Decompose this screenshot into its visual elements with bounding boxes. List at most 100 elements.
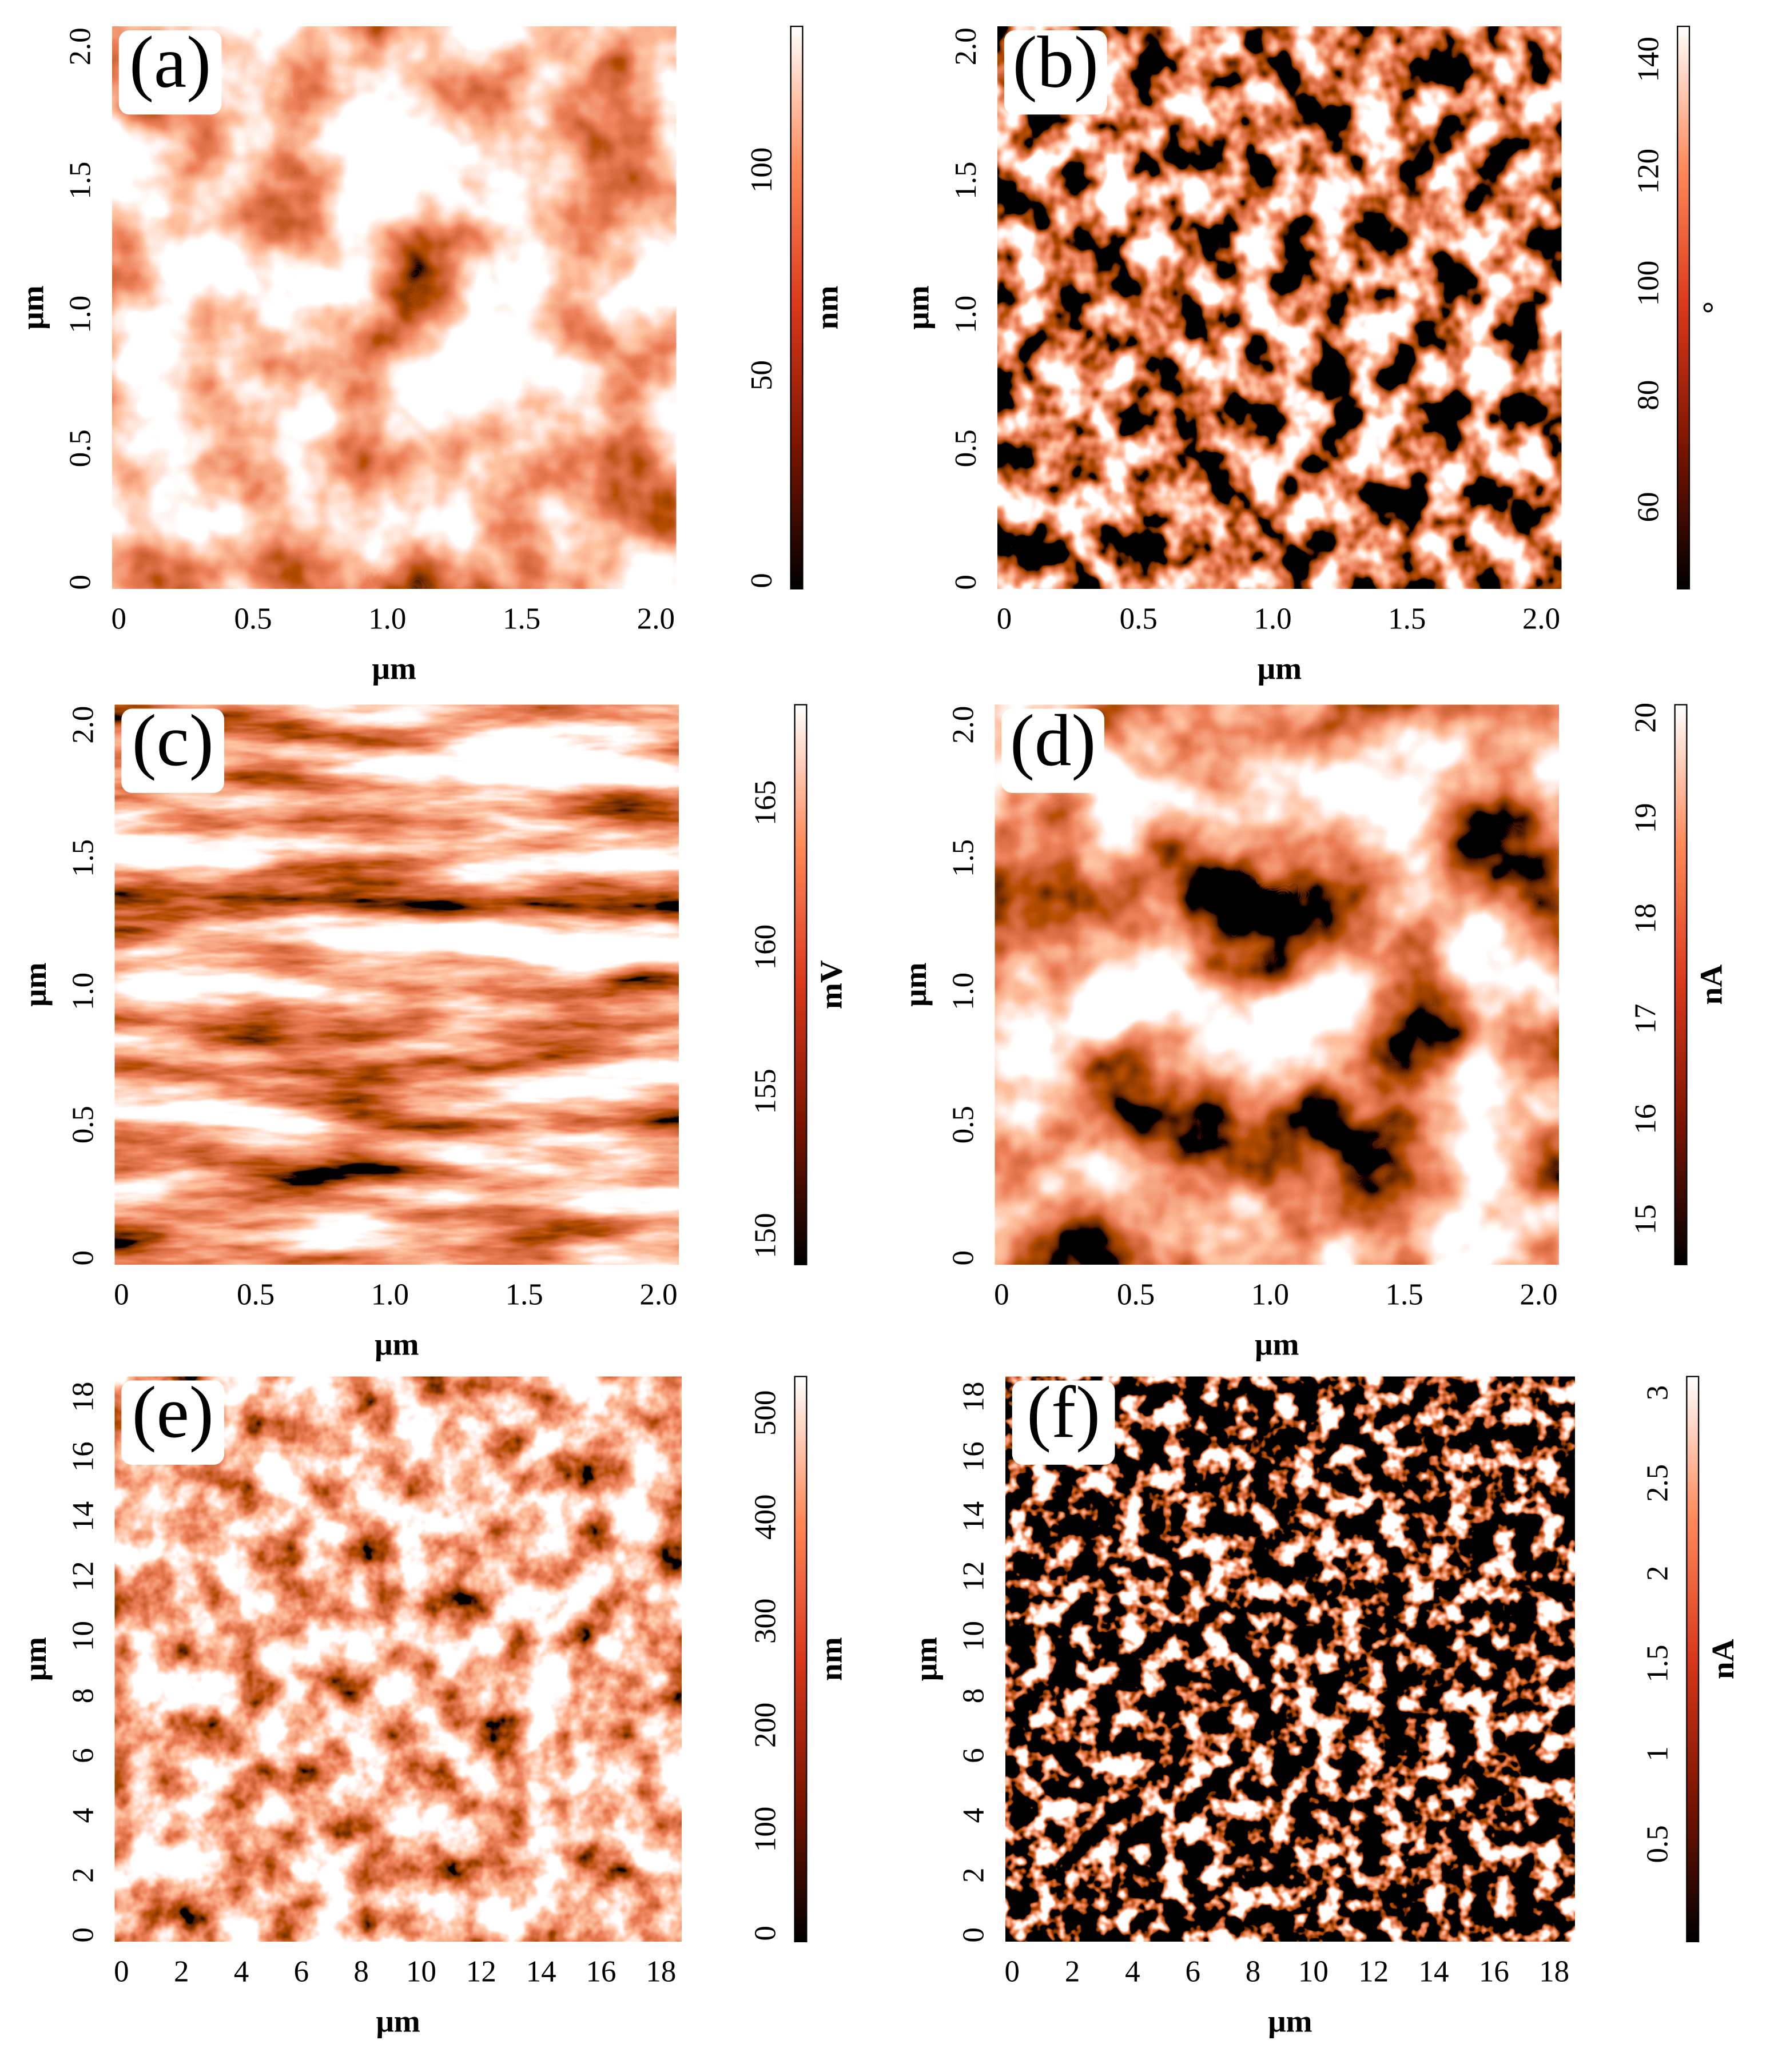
x-tick-label: 1.5 <box>1388 603 1426 636</box>
y-tick-label: 1.0 <box>64 296 97 333</box>
colorbar-tick-label: 140 <box>1632 37 1665 82</box>
colorbar-tick-label: 20 <box>1629 703 1662 733</box>
x-tick-label: 0.5 <box>234 603 272 636</box>
y-axis-label: μm <box>15 285 50 329</box>
colorbar-tick-label: 100 <box>1632 261 1665 306</box>
panel-label: (c) <box>132 699 214 781</box>
panel: (b) 0 0.5 1.0 1.5 2.0 0 0.5 1.0 1.5 2.0 μm μm 60 80 100… <box>901 21 1732 686</box>
y-tick-label: 0.5 <box>66 1106 100 1143</box>
panel-label-box <box>1004 30 1107 115</box>
colorbar-tick-label: 2 <box>1641 1566 1674 1581</box>
panel-label-box <box>121 708 225 793</box>
x-tick-label: 1.5 <box>1386 1278 1423 1311</box>
x-axis-label: μm <box>375 1327 419 1362</box>
colorbar <box>794 704 808 1265</box>
y-tick-label: 0 <box>66 1927 100 1942</box>
afm-image <box>112 26 677 589</box>
colorbar-tick-label: 17 <box>1629 1003 1662 1034</box>
panel-label-box <box>121 1380 225 1465</box>
x-tick-label: 16 <box>1479 1955 1509 1989</box>
colorbar-tick-label: 200 <box>749 1703 782 1748</box>
x-tick-label: 16 <box>586 1955 616 1989</box>
x-tick-label: 2.0 <box>637 603 675 636</box>
colorbar-label: nm <box>810 286 845 330</box>
colorbar-tick-label: 2.5 <box>1641 1464 1674 1502</box>
y-tick-label: 12 <box>957 1561 991 1591</box>
y-tick-label: 2 <box>957 1868 991 1883</box>
x-tick-label: 18 <box>646 1955 676 1989</box>
y-tick-label: 16 <box>66 1441 100 1472</box>
x-tick-label: 2 <box>174 1955 189 1989</box>
colorbar <box>1674 704 1688 1265</box>
colorbar <box>790 25 804 589</box>
panel-label-box <box>1012 1380 1115 1465</box>
y-tick-label: 6 <box>66 1748 100 1763</box>
x-axis-label: μm <box>1255 1327 1299 1362</box>
x-tick-label: 0 <box>994 1278 1009 1311</box>
colorbar-tick-label: 400 <box>749 1495 782 1540</box>
afm-image <box>114 1376 682 1942</box>
colorbar-tick-label: 500 <box>749 1390 782 1436</box>
x-tick-label: 1.5 <box>506 1278 543 1311</box>
x-tick-label: 6 <box>294 1955 309 1989</box>
panel: (f)0 2 4 6 8 10 12 14 16 18024681012141618μmμm0.5… <box>908 1371 1740 2039</box>
x-tick-label: 12 <box>466 1955 496 1989</box>
x-tick-label: 6 <box>1185 1955 1200 1989</box>
colorbar-tick-label: 60 <box>1632 492 1665 522</box>
x-tick-label: 2 <box>1065 1955 1080 1989</box>
panel-label: (e) <box>132 1371 214 1453</box>
x-tick-label: 0.5 <box>1117 1278 1155 1311</box>
panel-label-box <box>1001 708 1105 793</box>
y-tick-label: 0 <box>66 1250 100 1265</box>
y-tick-label: 16 <box>957 1441 991 1472</box>
panel-label: (f) <box>1027 1371 1100 1453</box>
colorbar-tick-label: 0 <box>749 1926 782 1940</box>
y-tick-label: 0 <box>946 1250 980 1265</box>
colorbar-label: nm <box>813 1637 848 1681</box>
y-tick-label: 4 <box>66 1808 100 1823</box>
colorbar-tick-label: 150 <box>749 1213 782 1258</box>
x-axis-label: μm <box>1258 651 1302 686</box>
y-axis-label: μm <box>18 1637 53 1681</box>
y-tick-label: 2 <box>66 1868 100 1883</box>
y-tick-label: 1.5 <box>949 162 983 200</box>
y-tick-label: 2.0 <box>946 706 980 744</box>
y-tick-label: 2.0 <box>64 27 97 65</box>
y-tick-label: 14 <box>66 1501 100 1532</box>
colorbar-tick-label: 1.5 <box>1641 1645 1674 1683</box>
afm-image <box>995 704 1559 1265</box>
afm-image <box>1005 1376 1575 1942</box>
colorbar-tick-label: 160 <box>749 925 782 970</box>
y-tick-label: 2.0 <box>66 706 100 744</box>
y-tick-label: 18 <box>66 1382 100 1412</box>
y-tick-label: 0.5 <box>946 1106 980 1143</box>
colorbar-tick-label: 1 <box>1641 1746 1674 1761</box>
y-tick-label: 0 <box>957 1927 991 1942</box>
colorbar-label: nA <box>1693 965 1728 1005</box>
x-tick-label: 10 <box>406 1955 436 1989</box>
y-axis-label: μm <box>901 285 936 329</box>
y-axis-label: μm <box>908 1637 943 1681</box>
colorbar-tick-label: 165 <box>749 780 782 825</box>
x-axis-label: μm <box>376 2004 420 2039</box>
y-axis-label: μm <box>18 962 53 1006</box>
x-tick-label: 1.0 <box>1251 1278 1289 1311</box>
colorbar-label: mV <box>813 960 848 1009</box>
colorbar-tick-label: 19 <box>1629 803 1662 833</box>
x-tick-label: 12 <box>1358 1955 1389 1989</box>
colorbar-tick-label: 15 <box>1629 1204 1662 1234</box>
y-tick-label: 1.0 <box>66 973 100 1010</box>
x-tick-label: 4 <box>234 1955 249 1989</box>
colorbar <box>1686 1376 1700 1943</box>
y-tick-label: 1.0 <box>946 973 980 1010</box>
y-tick-label: 0.5 <box>64 429 97 467</box>
panel-label: (b) <box>1013 21 1099 103</box>
colorbar-tick-label: 50 <box>745 360 778 391</box>
y-tick-label: 12 <box>66 1561 100 1591</box>
panel: (e) 0 2 4 6 8 10 12 14 16 18 0 2 4 6 8 10 12 14 16 18 μm μm 0 10… <box>18 1371 849 2039</box>
colorbar-tick-label: 120 <box>1632 149 1665 194</box>
x-tick-label: 0 <box>114 1955 129 1989</box>
afm-image <box>997 26 1562 589</box>
y-tick-label: 6 <box>957 1748 991 1763</box>
